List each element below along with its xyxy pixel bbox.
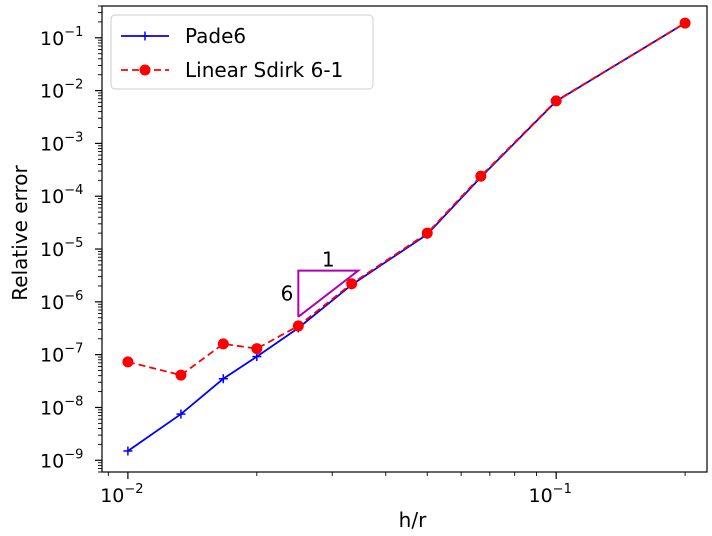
legend-swatch-marker-linear-sdirk (140, 65, 150, 75)
data-point-series-1 (123, 357, 133, 367)
x-axis-label: h/r (399, 508, 427, 532)
legend: Pade6 Linear Sdirk 6-1 (111, 15, 373, 89)
data-point-series-1 (680, 18, 690, 28)
data-point-series-1 (252, 344, 262, 354)
slope-rise-label: 6 (281, 282, 294, 306)
data-point-series-1 (347, 279, 357, 289)
data-point-series-1 (293, 321, 303, 331)
slope-run-label: 1 (322, 248, 335, 272)
data-point-series-1 (422, 228, 432, 238)
data-point-series-1 (218, 339, 228, 349)
data-point-series-1 (176, 370, 186, 380)
data-point-series-1 (551, 96, 561, 106)
legend-marker (140, 65, 150, 75)
y-axis-label: Relative error (8, 165, 32, 301)
legend-label-linear-sdirk: Linear Sdirk 6-1 (185, 58, 343, 82)
legend-label-pade6: Pade6 (185, 24, 246, 48)
data-point-series-1 (476, 171, 486, 181)
